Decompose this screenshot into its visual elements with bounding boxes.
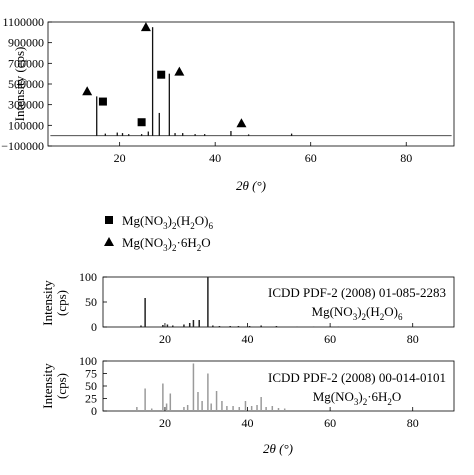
ref2-y-tick-label: 0 — [91, 404, 97, 418]
reference-panel-1: 0 50 100 20 40 60 80 Intensity (cps) ICDD PDF… — [40, 270, 455, 346]
ref2-y-tick-label: 100 — [79, 354, 97, 368]
ref2-y-axis-label-line2: (cps) — [54, 373, 69, 399]
legend-square-label: Mg(NO3)2(H2O)6 — [122, 213, 213, 231]
ref2-plot-frame — [102, 360, 455, 412]
square-phase-marker — [98, 97, 107, 106]
square-phase-marker — [137, 118, 146, 127]
ref2-x-tick-label: 40 — [242, 416, 254, 430]
y-tick-label: 700000 — [8, 56, 44, 70]
ref1-y-axis-label-line2: (cps) — [54, 290, 69, 316]
y-tick-label: 100000 — [8, 118, 44, 132]
ref2-y-tick-label: 25 — [85, 392, 97, 406]
ref1-y-ticks: 0 50 100 — [79, 270, 107, 334]
ref1-bars — [140, 277, 340, 327]
phase-legend: Mg(NO3)2(H2O)6 Mg(NO3)2·6H2O — [104, 213, 213, 253]
ref1-y-tick-label: 100 — [79, 270, 97, 284]
ref1-y-tick-label: 50 — [85, 295, 97, 309]
triangle-phase-marker — [140, 22, 151, 32]
ref2-bars — [136, 363, 286, 411]
x-tick-label: 60 — [305, 151, 317, 165]
x-tick-label: 80 — [400, 151, 412, 165]
xrd-main-peaks — [96, 27, 293, 136]
ref1-x-ticks: 20 40 60 80 — [159, 323, 419, 346]
legend-triangle-icon — [104, 237, 114, 246]
y-tick-label: 500000 — [8, 77, 44, 91]
ref2-x-tick-label: 80 — [407, 416, 419, 430]
xrd-main-x-ticks: 20 40 60 80 — [114, 142, 412, 165]
xrd-main-phase-markers — [82, 22, 247, 128]
ref2-card-id: ICDD PDF-2 (2008) 00-014-0101 — [268, 370, 446, 385]
xrd-main-plot-frame — [47, 21, 455, 147]
x-tick-label: 40 — [209, 151, 221, 165]
ref2-y-axis-label-line1: Intensity — [40, 363, 55, 409]
ref2-formula: Mg(NO3)2·6H2O — [313, 389, 402, 407]
ref1-card-id: ICDD PDF-2 (2008) 01-085-2283 — [268, 285, 446, 300]
y-tick-label: 900000 — [8, 36, 44, 50]
ref1-x-tick-label: 80 — [407, 332, 419, 346]
x-tick-label: 20 — [114, 151, 126, 165]
xrd-main-y-axis-label: Intensity (cps) — [12, 47, 27, 122]
triangle-phase-marker — [236, 118, 247, 128]
ref1-y-axis-label-line1: Intensity — [40, 280, 55, 326]
y-tick-label: 1100000 — [2, 15, 44, 29]
ref2-y-tick-label: 75 — [85, 367, 97, 381]
y-tick-label: 300000 — [8, 98, 44, 112]
ref2-x-axis-label: 2θ (°) — [263, 441, 293, 456]
xrd-main-y-ticks: −100000 100000 300000 500000 700000 900000 110… — [1, 15, 52, 153]
legend-square-icon — [105, 216, 113, 224]
ref2-x-tick-label: 20 — [159, 416, 171, 430]
ref1-formula: Mg(NO3)2(H2O)6 — [312, 304, 403, 322]
ref1-x-tick-label: 40 — [242, 332, 254, 346]
ref2-y-tick-label: 50 — [85, 379, 97, 393]
triangle-phase-marker — [82, 86, 93, 96]
ref1-y-tick-label: 0 — [91, 320, 97, 334]
ref2-x-ticks: 20 40 60 80 — [159, 407, 419, 430]
legend-triangle-label: Mg(NO3)2·6H2O — [122, 235, 211, 253]
ref2-x-tick-label: 60 — [324, 416, 336, 430]
ref1-x-tick-label: 20 — [159, 332, 171, 346]
xrd-main-panel: −100000 100000 300000 500000 700000 900000 110… — [1, 15, 455, 193]
square-phase-marker — [157, 70, 166, 79]
xrd-main-x-axis-label: 2θ (°) — [236, 178, 266, 193]
ref1-x-tick-label: 60 — [324, 332, 336, 346]
triangle-phase-marker — [174, 66, 185, 76]
y-tick-label: −100000 — [1, 139, 44, 153]
